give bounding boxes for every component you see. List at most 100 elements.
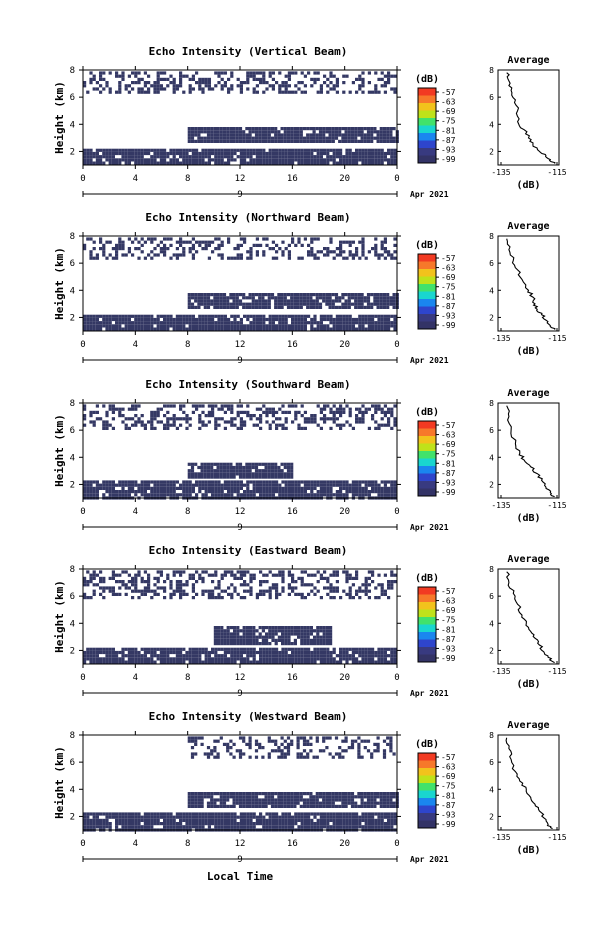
echo-cell bbox=[217, 629, 221, 633]
x-tick-label: 12 bbox=[235, 174, 246, 184]
echo-cell bbox=[265, 635, 269, 639]
echo-cell bbox=[239, 629, 243, 633]
echo-cell bbox=[377, 818, 381, 822]
echo-cell bbox=[316, 818, 320, 822]
echo-cell bbox=[147, 580, 151, 584]
echo-cell bbox=[329, 629, 333, 633]
echo-cell bbox=[339, 660, 343, 664]
echo-cell bbox=[143, 321, 147, 325]
echo-cell bbox=[313, 642, 317, 646]
echo-cell bbox=[322, 136, 326, 140]
echo-cell bbox=[198, 822, 202, 826]
echo-cell bbox=[232, 472, 236, 476]
echo-cell bbox=[239, 256, 243, 260]
echo-cell bbox=[172, 822, 176, 826]
echo-cell bbox=[322, 638, 326, 642]
echo-cell bbox=[121, 253, 125, 257]
echo-cell bbox=[310, 324, 314, 328]
echo-cell bbox=[251, 302, 255, 306]
echo-cell bbox=[265, 632, 269, 636]
echo-cell bbox=[143, 256, 147, 260]
echo-cell bbox=[376, 302, 380, 306]
echo-cell bbox=[197, 472, 201, 476]
echo-cell bbox=[258, 469, 262, 473]
colorbar-tick-label: -81 bbox=[441, 126, 456, 135]
echo-cell bbox=[179, 815, 183, 819]
echo-cell bbox=[219, 127, 223, 131]
echo-cell bbox=[262, 825, 266, 829]
echo-cell bbox=[95, 417, 99, 421]
echo-cell bbox=[92, 247, 96, 251]
echo-cell bbox=[339, 243, 343, 247]
echo-cell bbox=[380, 812, 384, 816]
echo-cell bbox=[233, 635, 237, 639]
echo-cell bbox=[99, 90, 103, 94]
echo-cell bbox=[124, 480, 128, 484]
echo-cell bbox=[249, 635, 253, 639]
echo-cell bbox=[229, 469, 233, 473]
echo-cell bbox=[358, 480, 362, 484]
echo-cell bbox=[299, 136, 303, 140]
echo-cell bbox=[201, 570, 205, 574]
echo-cell bbox=[275, 327, 279, 331]
echo-cell bbox=[307, 654, 311, 658]
echo-cell bbox=[323, 253, 327, 257]
echo-cell bbox=[198, 815, 202, 819]
echo-cell bbox=[329, 410, 333, 414]
echo-cell bbox=[325, 632, 329, 636]
echo-cell bbox=[121, 243, 125, 247]
echo-cell bbox=[238, 469, 243, 473]
echo-cell bbox=[323, 815, 327, 819]
echo-cell bbox=[118, 81, 122, 85]
echo-cell bbox=[204, 414, 208, 418]
echo-cell bbox=[111, 161, 115, 165]
echo-cell bbox=[268, 650, 272, 655]
echo-cell bbox=[226, 472, 230, 476]
echo-cell bbox=[286, 462, 291, 466]
echo-cell bbox=[310, 812, 314, 816]
echo-cell bbox=[246, 256, 250, 260]
echo-cell bbox=[140, 327, 144, 331]
colorbar-segment bbox=[418, 261, 436, 270]
echo-cell bbox=[328, 299, 332, 303]
echo-cell bbox=[328, 305, 332, 309]
echo-cell bbox=[348, 576, 352, 580]
echo-cell bbox=[239, 410, 243, 414]
echo-cell bbox=[342, 81, 346, 85]
echo-cell bbox=[265, 660, 269, 664]
echo-cell bbox=[235, 469, 239, 473]
echo-cell bbox=[319, 90, 323, 94]
echo-cell bbox=[332, 87, 336, 91]
echo-cell bbox=[284, 151, 288, 156]
echo-cell bbox=[102, 253, 106, 257]
echo-cell bbox=[220, 148, 224, 152]
echo-cell bbox=[220, 818, 224, 822]
echo-cell bbox=[319, 410, 323, 414]
echo-cell bbox=[230, 490, 234, 494]
echo-cell bbox=[393, 317, 397, 322]
echo-cell bbox=[191, 253, 195, 257]
echo-cell bbox=[361, 253, 365, 257]
colorbar-segment bbox=[418, 291, 436, 300]
echo-cell bbox=[303, 812, 307, 816]
echo-cell bbox=[163, 586, 167, 590]
echo-cell bbox=[115, 317, 119, 322]
echo-cell bbox=[150, 815, 154, 819]
echo-cell bbox=[347, 130, 351, 134]
echo-cell bbox=[393, 417, 397, 421]
echo-cell bbox=[367, 657, 371, 661]
echo-cell bbox=[233, 314, 237, 318]
echo-cell bbox=[233, 647, 237, 651]
echo-cell bbox=[249, 642, 253, 646]
echo-cell bbox=[140, 77, 144, 81]
echo-cell bbox=[214, 825, 218, 829]
echo-cell bbox=[326, 148, 330, 152]
echo-cell bbox=[182, 404, 186, 408]
echo-cell bbox=[233, 654, 237, 658]
echo-cell bbox=[245, 139, 249, 143]
echo-cell bbox=[150, 654, 154, 658]
echo-cell bbox=[313, 420, 317, 424]
echo-cell bbox=[182, 155, 186, 159]
echo-cell bbox=[243, 155, 247, 159]
echo-cell bbox=[89, 155, 93, 159]
